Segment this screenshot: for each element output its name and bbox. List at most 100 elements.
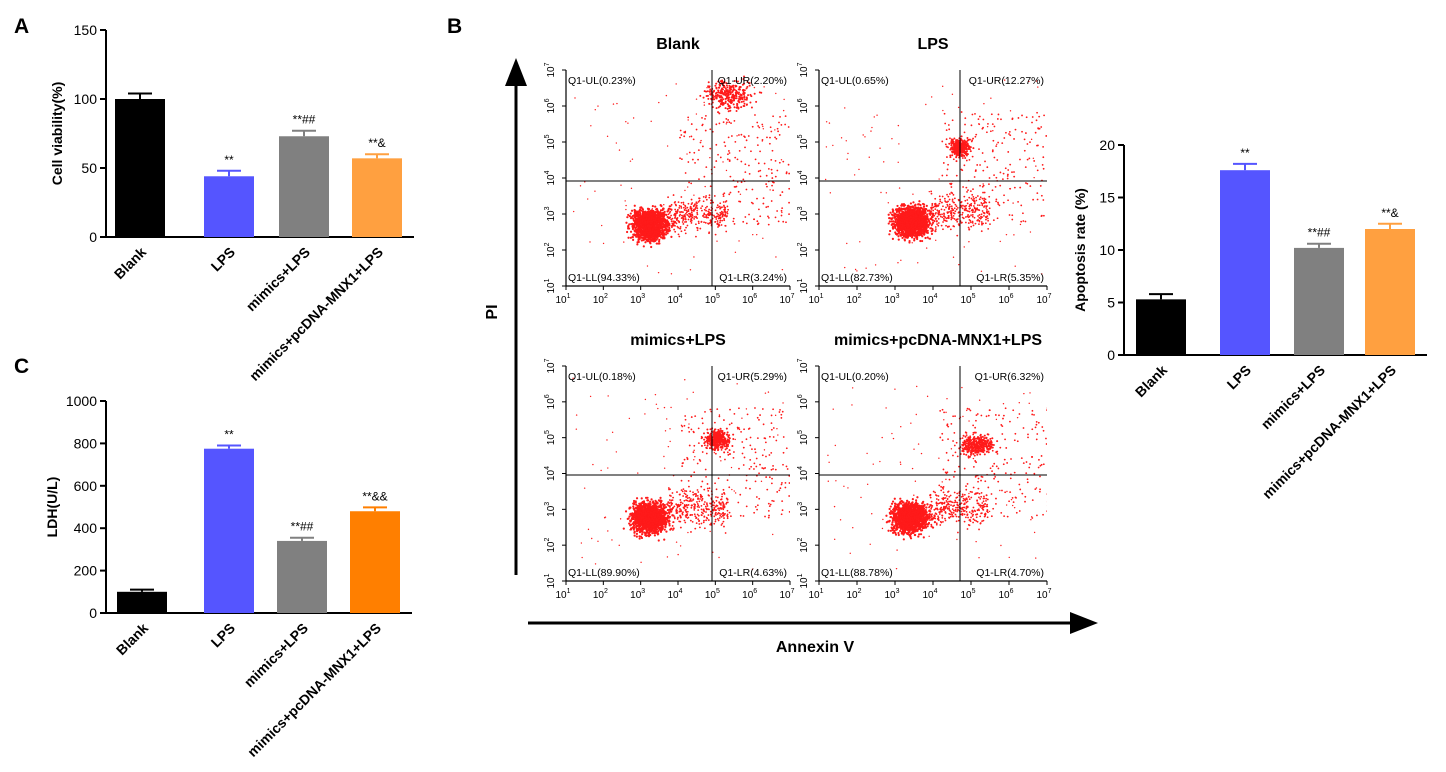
significance-mark: **##: [291, 520, 314, 534]
flow-x-tick-label: 104: [922, 588, 937, 601]
arrow-up-icon: [505, 58, 527, 86]
flow-y-tick-label: 105: [544, 134, 557, 149]
bar: [277, 540, 327, 613]
flow-x-tick-label: 101: [555, 588, 570, 601]
flow-x-tick-label: 106: [742, 293, 757, 306]
y-tick-label: 150: [74, 22, 98, 38]
y-axis-label: Apoptosis rate (%): [1072, 188, 1088, 312]
flow-y-tick-label: 107: [797, 358, 810, 373]
flow-x-tick-label: 104: [667, 293, 682, 306]
chart-ldh: 0 200 400 600 800 1000 LDH(U/L) Blank ** LPS **## m…: [44, 393, 412, 760]
flow-y-tick-label: 105: [797, 430, 810, 445]
flow-y-tick-label: 103: [797, 502, 810, 517]
quadrant-label: Q1-UR(2.20%): [718, 75, 787, 87]
flow-y-tick-label: 103: [797, 206, 810, 221]
quadrant-label: Q1-UL(0.20%): [821, 371, 889, 383]
flow-plot-title: Blank: [656, 36, 700, 53]
category-label: Blank: [111, 244, 149, 282]
scatter-dots: [572, 377, 790, 570]
significance-mark: **&: [1381, 206, 1398, 220]
scatter-dots: [572, 75, 790, 275]
significance-mark: **: [224, 428, 234, 442]
flow-x-tick-label: 105: [705, 293, 720, 306]
flow-x-tick-label: 101: [808, 293, 823, 306]
flow-x-tick-label: 107: [1036, 588, 1051, 601]
chart-apoptosis-rate: 0 5 10 15 20 Apoptosis rate (%) Blank ** LPS **##…: [1072, 137, 1427, 502]
bar: [1220, 170, 1270, 355]
significance-mark: **: [1240, 146, 1250, 160]
flow-y-tick-label: 107: [544, 62, 557, 77]
quadrant-label: Q1-UL(0.23%): [568, 75, 636, 87]
flow-x-tick-label: 107: [1036, 293, 1051, 306]
panel-label-c: C: [14, 355, 29, 378]
flow-x-tick-label: 103: [630, 293, 645, 306]
y-tick-label: 5: [1107, 295, 1115, 311]
flow-y-tick-label: 102: [797, 242, 810, 257]
bar: [279, 136, 329, 237]
flow-x-tick-label: 107: [779, 293, 794, 306]
category-label: mimics+LPS: [241, 620, 311, 690]
bar: [350, 511, 400, 613]
flow-y-tick-label: 104: [544, 466, 557, 481]
quadrant-label: Q1-LL(89.90%): [568, 567, 640, 579]
bar: [117, 591, 167, 613]
quadrant-label: Q1-UR(6.32%): [975, 371, 1044, 383]
flow-x-tick-label: 103: [884, 293, 899, 306]
flow-plot-title: mimics+pcDNA-MNX1+LPS: [834, 332, 1042, 349]
significance-mark: **: [224, 153, 234, 167]
significance-mark: **##: [293, 113, 316, 127]
y-tick-label: 200: [74, 563, 98, 579]
flow-y-tick-label: 104: [544, 170, 557, 185]
flow-y-tick-label: 105: [544, 430, 557, 445]
quadrant-label: Q1-UR(5.29%): [718, 371, 787, 383]
flow-y-tick-label: 102: [544, 242, 557, 257]
panel-label-a: A: [14, 15, 29, 38]
flow-y-tick-label: 107: [797, 62, 810, 77]
scatter-dots: [827, 385, 1047, 570]
bar: [1136, 299, 1186, 355]
scatter-dots: [824, 79, 1047, 275]
y-tick-label: 800: [74, 435, 98, 451]
flow-cytometry-panel: 1011011021021031031041041051051061061071…: [484, 36, 1098, 656]
flow-y-tick-label: 103: [544, 502, 557, 517]
flow-plot-title: LPS: [917, 36, 948, 53]
bar: [1294, 247, 1344, 355]
y-tick-label: 0: [89, 605, 97, 621]
category-label: LPS: [1224, 362, 1255, 393]
flow-y-tick-label: 101: [797, 573, 810, 588]
flow-x-tick-label: 103: [884, 588, 899, 601]
flow-x-tick-label: 107: [779, 588, 794, 601]
category-label: mimics+pcDNA-MNX1+LPS: [1259, 362, 1399, 502]
bar: [204, 176, 254, 237]
pi-axis-label: PI: [484, 304, 501, 319]
flow-x-tick-label: 105: [705, 588, 720, 601]
y-axis-label: LDH(U/L): [44, 477, 60, 538]
significance-mark: **&: [368, 136, 385, 150]
flow-y-tick-label: 102: [544, 538, 557, 553]
flow-y-tick-label: 104: [797, 170, 810, 185]
annexin-axis-label: Annexin V: [776, 639, 855, 656]
flow-y-tick-label: 101: [797, 278, 810, 293]
flow-plot-title: mimics+LPS: [630, 332, 726, 349]
flow-x-tick-label: 102: [846, 293, 861, 306]
flow-y-tick-label: 103: [544, 206, 557, 221]
y-tick-label: 20: [1099, 137, 1115, 153]
flow-x-tick-label: 101: [808, 588, 823, 601]
chart-cell-viability: 0 50 100 150 Cell viability(%) Blank ** LPS **##…: [49, 22, 414, 384]
quadrant-label: Q1-LL(88.78%): [821, 567, 893, 579]
flow-y-tick-label: 102: [797, 538, 810, 553]
significance-mark: **&&: [362, 489, 387, 503]
y-tick-label: 0: [1107, 347, 1115, 363]
quadrant-label: Q1-LR(3.24%): [719, 272, 787, 284]
y-tick-label: 600: [74, 478, 98, 494]
flow-y-tick-label: 107: [544, 358, 557, 373]
flow-y-tick-label: 104: [797, 466, 810, 481]
bar: [352, 158, 402, 237]
category-label: mimics+pcDNA-MNX1+LPS: [244, 620, 384, 760]
significance-mark: **##: [1308, 226, 1331, 240]
y-tick-label: 400: [74, 520, 98, 536]
flow-x-tick-label: 104: [922, 293, 937, 306]
